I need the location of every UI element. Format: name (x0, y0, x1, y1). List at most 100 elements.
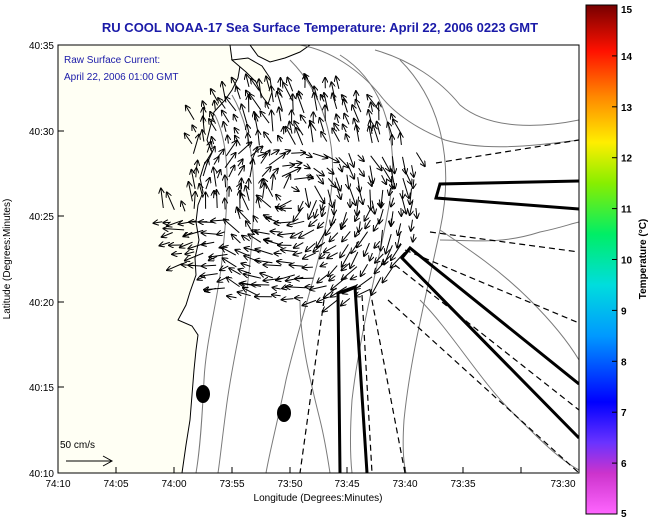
current-vector (374, 219, 381, 230)
current-vector (335, 177, 341, 191)
current-vector (381, 156, 390, 171)
current-vector (412, 165, 414, 177)
current-vector (272, 295, 281, 296)
current-vector (209, 254, 228, 257)
current-vector (271, 86, 273, 103)
current-vector (382, 166, 392, 182)
current-vector (238, 159, 243, 167)
current-vector (370, 165, 373, 183)
current-vector (374, 240, 381, 248)
current-vector (357, 196, 359, 215)
current-vector (314, 93, 317, 111)
current-vector (316, 174, 324, 184)
current-vector (294, 253, 303, 255)
current-vector (304, 187, 309, 207)
data-blob-1 (196, 385, 210, 403)
colorbar (585, 4, 618, 515)
current-vector (310, 123, 313, 143)
current-vector (227, 136, 228, 144)
current-vector (326, 218, 337, 235)
current-vector (186, 106, 195, 120)
current-vector (184, 229, 204, 236)
current-vector (254, 216, 258, 223)
current-vector (386, 233, 392, 253)
current-vector (416, 208, 417, 218)
current-vector (328, 265, 338, 277)
ytick-0: 40:35 (29, 41, 54, 52)
current-vector (278, 136, 281, 143)
x-tick-labels: 74:10 74:05 74:00 73:55 73:50 73:45 73:4… (45, 479, 575, 490)
current-vector (213, 168, 216, 187)
current-vector (164, 229, 185, 230)
current-vector (255, 249, 273, 255)
current-vector (391, 243, 402, 260)
current-vector (306, 175, 313, 178)
current-vector (382, 254, 393, 264)
ytick-4: 40:15 (29, 383, 54, 394)
current-vector (255, 231, 270, 234)
current-vector (217, 232, 225, 235)
current-vector (324, 245, 337, 253)
current-vector (185, 134, 193, 145)
current-vector (242, 236, 250, 242)
current-vector (246, 75, 249, 88)
current-vector (340, 244, 349, 257)
ytick-2: 40:25 (29, 212, 54, 223)
current-vector (320, 118, 325, 132)
current-vector (248, 234, 262, 243)
current-vector (225, 141, 236, 157)
current-vector (351, 276, 358, 279)
ytick-5: 40:10 (29, 469, 54, 480)
current-vector (342, 266, 358, 280)
current-vector (263, 184, 265, 199)
xtick-8: 73:30 (550, 479, 575, 490)
current-vector (180, 241, 193, 247)
current-vector (350, 251, 359, 268)
current-vector (332, 129, 340, 142)
current-vector (290, 265, 304, 266)
current-vector (357, 231, 369, 248)
current-vector (341, 218, 349, 228)
current-vector (167, 263, 183, 271)
current-vector (410, 200, 413, 216)
current-vector (326, 167, 334, 174)
colorbar-tick-label: 7 (621, 408, 627, 419)
current-vector (273, 288, 281, 290)
current-vector (372, 277, 382, 294)
current-vector (357, 185, 363, 205)
current-vector (372, 200, 375, 214)
current-vector (402, 177, 409, 198)
x-axis-label: Longitude (Degrees:Minutes) (254, 493, 383, 504)
xtick-7: 73:35 (450, 479, 475, 490)
current-vector (268, 154, 285, 166)
current-vector (317, 297, 328, 302)
current-vector (192, 125, 196, 133)
current-vector (263, 179, 274, 197)
current-vector (196, 168, 197, 178)
current-vector (279, 108, 281, 122)
current-vector (327, 177, 335, 187)
current-vector (361, 263, 369, 276)
current-vector (189, 182, 193, 202)
current-vector (327, 189, 333, 207)
current-vector (323, 298, 339, 312)
current-vector (303, 165, 310, 168)
current-vector (241, 193, 249, 211)
radar-beams-dashed (299, 139, 579, 473)
current-vector (375, 263, 383, 273)
current-vector (367, 95, 380, 112)
current-vector (308, 200, 317, 219)
current-vector (303, 252, 316, 259)
current-vector (364, 242, 370, 256)
current-vector (194, 192, 195, 209)
xtick-1: 74:05 (103, 479, 128, 490)
current-vector (343, 285, 361, 293)
current-vector (251, 79, 260, 91)
current-vector (223, 258, 237, 268)
current-vector (286, 287, 306, 288)
current-vector (293, 208, 303, 221)
colorbar-tick-label: 15 (621, 5, 633, 16)
current-vector (397, 231, 400, 248)
current-vector (401, 197, 406, 214)
y-tick-marks (58, 44, 64, 474)
